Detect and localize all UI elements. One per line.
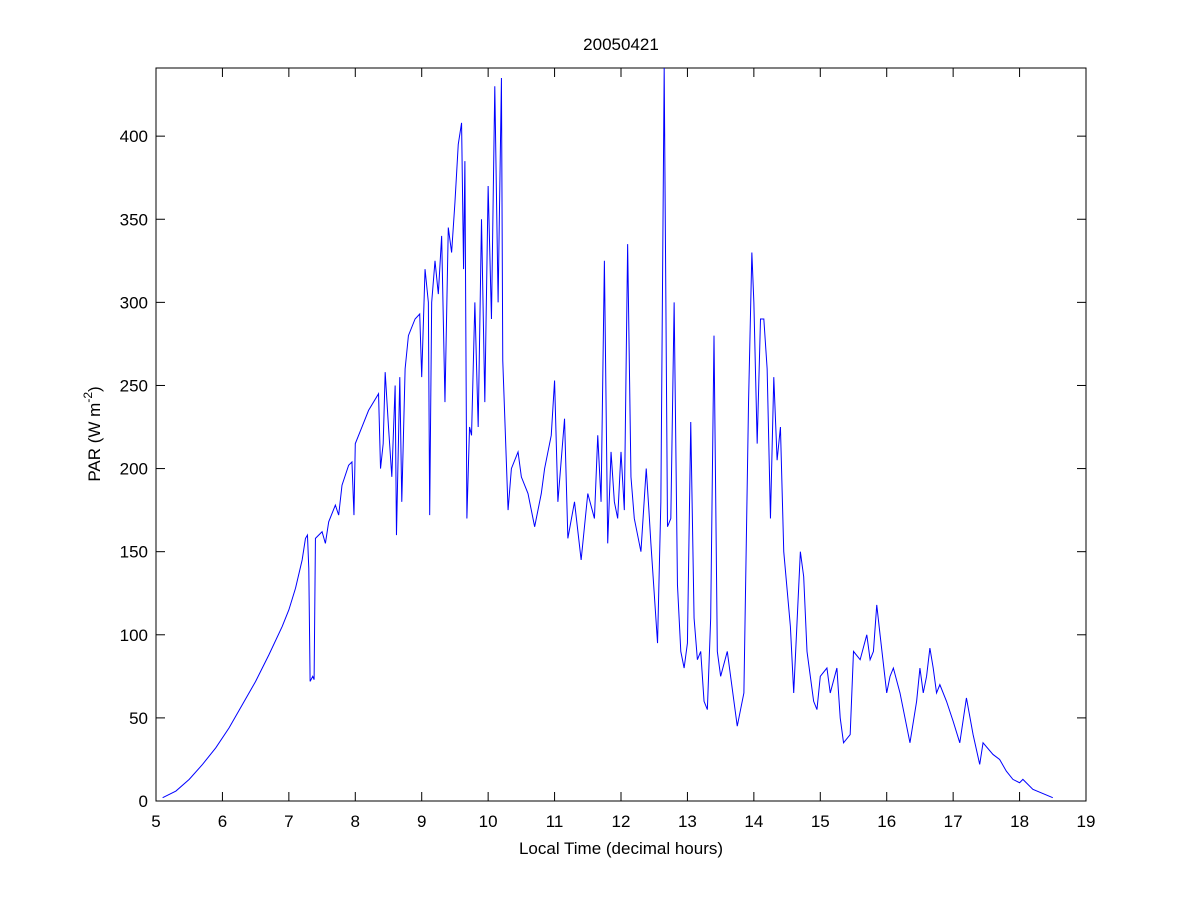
x-axis-label: Local Time (decimal hours) — [519, 839, 723, 858]
y-label-text: ) — [85, 386, 104, 392]
x-tick-label: 5 — [151, 812, 160, 831]
y-tick-label: 400 — [120, 127, 148, 146]
x-tick-label: 10 — [479, 812, 498, 831]
y-tick-label: 100 — [120, 626, 148, 645]
y-tick-label: 350 — [120, 210, 148, 229]
y-label-superscript: -2 — [81, 392, 95, 403]
data-line — [162, 68, 1053, 799]
y-tick-label: 200 — [120, 460, 148, 479]
x-tick-label: 11 — [546, 812, 564, 831]
x-tick-label: 16 — [877, 812, 896, 831]
x-tick-label: 7 — [284, 812, 293, 831]
x-tick-label: 13 — [678, 812, 697, 831]
y-label-text: PAR (W m — [85, 403, 104, 482]
x-tick-label: 8 — [351, 812, 360, 831]
y-tick-label: 150 — [120, 543, 148, 562]
axes-box — [155, 67, 1087, 802]
x-tick-label: 18 — [1010, 812, 1029, 831]
y-axis-label: PAR (W m-2) — [81, 386, 104, 481]
y-tick-label: 250 — [120, 376, 148, 395]
x-tick-label: 15 — [811, 812, 830, 831]
chart-title: 20050421 — [583, 35, 659, 54]
x-tick-label: 6 — [218, 812, 227, 831]
x-tick-label: 17 — [944, 812, 963, 831]
x-tick-label: 19 — [1077, 812, 1096, 831]
y-tick-label: 300 — [120, 293, 148, 312]
x-tick-label: 14 — [744, 812, 763, 831]
y-tick-label: 50 — [129, 709, 148, 728]
y-tick-label: 0 — [139, 792, 148, 811]
x-tick-label: 9 — [417, 812, 426, 831]
x-tick-label: 12 — [612, 812, 631, 831]
